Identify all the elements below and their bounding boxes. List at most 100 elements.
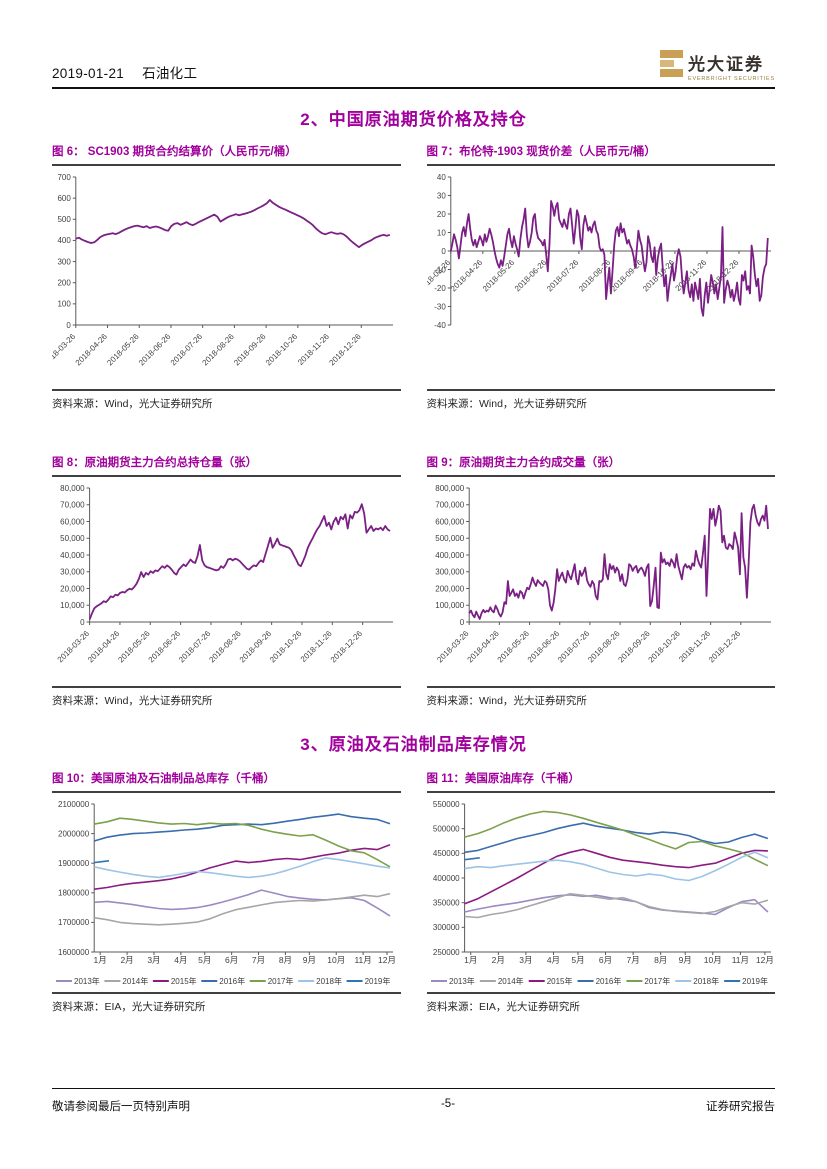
svg-text:60,000: 60,000 (60, 517, 85, 526)
svg-text:5月: 5月 (198, 955, 211, 965)
svg-text:10: 10 (436, 228, 445, 237)
svg-text:2018年: 2018年 (693, 976, 719, 986)
svg-text:4月: 4月 (546, 955, 559, 965)
svg-text:2013年: 2013年 (449, 976, 475, 986)
page-header: 2019-01-21 石油化工 光大证券 EVERBRIGHT SECURITIE… (52, 0, 775, 89)
svg-text:20,000: 20,000 (60, 584, 85, 593)
svg-text:8月: 8月 (279, 955, 292, 965)
svg-text:2018年: 2018年 (316, 976, 342, 986)
svg-text:2014年: 2014年 (497, 976, 523, 986)
svg-text:2016年: 2016年 (595, 976, 621, 986)
figure-8-source: 资料来源：Wind，光大证券研究所 (52, 686, 401, 708)
figure-11: 图 11：美国原油库存（千桶） 250000 300000 350000 400000… (426, 767, 775, 1014)
figure-7-chart: -40-30-20-100102030402018-03-262018-04-2… (427, 173, 771, 330)
svg-text:800,000: 800,000 (435, 484, 464, 493)
header-meta: 2019-01-21 石油化工 (52, 62, 197, 82)
figure-6-chart: 01002003004005006007002018-03-262018-04-… (52, 173, 393, 368)
svg-text:-40: -40 (434, 321, 446, 330)
svg-text:9月: 9月 (303, 955, 316, 965)
figure-11-chart: 250000 300000 350000 400000 450000 500000 5500… (430, 800, 773, 986)
svg-text:12月: 12月 (378, 955, 396, 965)
svg-text:500: 500 (57, 215, 71, 224)
svg-text:-20: -20 (434, 284, 446, 293)
svg-text:2019年: 2019年 (742, 976, 768, 986)
svg-text:0: 0 (441, 247, 446, 256)
section-title-2: 2、中国原油期货价格及持仓 (300, 110, 527, 129)
svg-text:600,000: 600,000 (435, 517, 464, 526)
figure-6: 图 6： SC1903 期货合约结算价（人民币元/桶） 0 100 200 300 40… (52, 140, 401, 411)
svg-text:2018-09-26: 2018-09-26 (609, 258, 645, 294)
report-date: 2019-01-21 (52, 66, 125, 81)
footer-disclaimer: 敬请参阅最后一页特别声明 (52, 1101, 190, 1113)
svg-text:2019年: 2019年 (365, 976, 391, 986)
brand-name-cn: 光大证券 (688, 55, 764, 74)
figure-11-title: 图 11：美国原油库存（千桶） (426, 767, 775, 793)
svg-text:2018-06-26: 2018-06-26 (137, 332, 173, 368)
svg-text:250000: 250000 (432, 948, 459, 957)
svg-text:400000: 400000 (432, 874, 459, 883)
svg-text:7月: 7月 (252, 955, 265, 965)
svg-text:700: 700 (57, 173, 71, 182)
figure-row-3: 图 10：美国原油及石油制品总库存（千桶） 1600000 1700000 1800… (52, 767, 775, 1014)
figure-9-source: 资料来源：Wind，光大证券研究所 (426, 686, 775, 708)
svg-text:0: 0 (80, 618, 85, 627)
figure-10-chart: 1600000 1700000 1800000 1900000 2000000 21000… (56, 800, 396, 986)
figure-7-source: 资料来源：Wind，光大证券研究所 (426, 389, 775, 411)
svg-text:2018-09-26: 2018-09-26 (232, 332, 268, 368)
figure-7: 图 7：布伦特-1903 现货价差（人民币元/桶） -40 -30 -20 -10 0 1… (426, 140, 775, 411)
svg-text:80,000: 80,000 (60, 484, 85, 493)
svg-text:2018-12-26: 2018-12-26 (329, 629, 365, 665)
footer-report-type: 证券研究报告 (706, 1101, 775, 1113)
svg-text:500,000: 500,000 (435, 534, 464, 543)
svg-text:10月: 10月 (327, 955, 345, 965)
svg-text:100: 100 (57, 300, 71, 309)
svg-text:2018-08-26: 2018-08-26 (201, 332, 237, 368)
page-footer: 敬请参阅最后一页特别声明 -5- 证券研究报告 (52, 1088, 775, 1114)
svg-text:30,000: 30,000 (60, 568, 85, 577)
svg-text:0: 0 (66, 321, 71, 330)
svg-text:400,000: 400,000 (435, 551, 464, 560)
svg-text:2018-10-26: 2018-10-26 (646, 629, 682, 665)
figure-8-title: 图 8：原油期货主力合约总持仓量（张） (52, 451, 401, 477)
everbright-logo-icon (660, 50, 683, 82)
brand-name-en: EVERBRIGHT SECURITIES (688, 76, 775, 82)
figure-8: 图 8：原油期货主力合约总持仓量（张） 0 10,000 20,000 30,000 4… (52, 451, 401, 708)
svg-text:11月: 11月 (354, 955, 371, 965)
svg-text:10月: 10月 (703, 955, 721, 965)
figure-row-1: 图 6： SC1903 期货合约结算价（人民币元/桶） 0 100 200 300 40… (52, 140, 775, 411)
svg-text:1月: 1月 (94, 955, 107, 965)
svg-text:2018-07-26: 2018-07-26 (169, 332, 205, 368)
svg-text:550000: 550000 (432, 800, 459, 809)
figure-9: 图 9：原油期货主力合约成交量（张） 0 100,000 200,000 300,00… (426, 451, 775, 708)
svg-text:2014年: 2014年 (122, 976, 148, 986)
report-category: 石油化工 (142, 66, 198, 81)
svg-text:450000: 450000 (432, 849, 459, 858)
section-title-3: 3、原油及石油制品库存情况 (300, 735, 527, 754)
svg-text:700,000: 700,000 (435, 501, 464, 510)
svg-text:2016年: 2016年 (219, 976, 245, 986)
figure-11-source: 资料来源：EIA，光大证券研究所 (426, 992, 775, 1014)
svg-text:8月: 8月 (654, 955, 667, 965)
svg-text:-30: -30 (434, 302, 446, 311)
figure-9-chart: 0 100,000 200,000 300,000 400,000 500,000 600,… (435, 484, 771, 665)
svg-text:200,000: 200,000 (435, 584, 464, 593)
svg-text:2017年: 2017年 (268, 976, 294, 986)
svg-text:5月: 5月 (571, 955, 584, 965)
svg-text:6月: 6月 (225, 955, 238, 965)
svg-text:2018-05-26: 2018-05-26 (105, 332, 141, 368)
svg-text:30: 30 (436, 191, 445, 200)
svg-text:2015年: 2015年 (546, 976, 572, 986)
figure-row-2: 图 8：原油期货主力合约总持仓量（张） 0 10,000 20,000 30,000 4… (52, 451, 775, 708)
spacer (52, 411, 775, 451)
page-number: -5- (440, 1098, 456, 1110)
svg-text:1700000: 1700000 (58, 918, 90, 927)
svg-text:40,000: 40,000 (60, 551, 85, 560)
svg-text:2月: 2月 (120, 955, 133, 965)
svg-text:2018-06-26: 2018-06-26 (512, 258, 548, 294)
svg-text:-10: -10 (434, 265, 446, 274)
svg-text:2月: 2月 (491, 955, 504, 965)
figure-8-chart: 0 10,000 20,000 30,000 40,000 50,000 60,000 70,… (56, 484, 393, 665)
svg-text:600: 600 (57, 194, 71, 203)
svg-text:2017年: 2017年 (644, 976, 670, 986)
svg-text:350000: 350000 (432, 898, 459, 907)
